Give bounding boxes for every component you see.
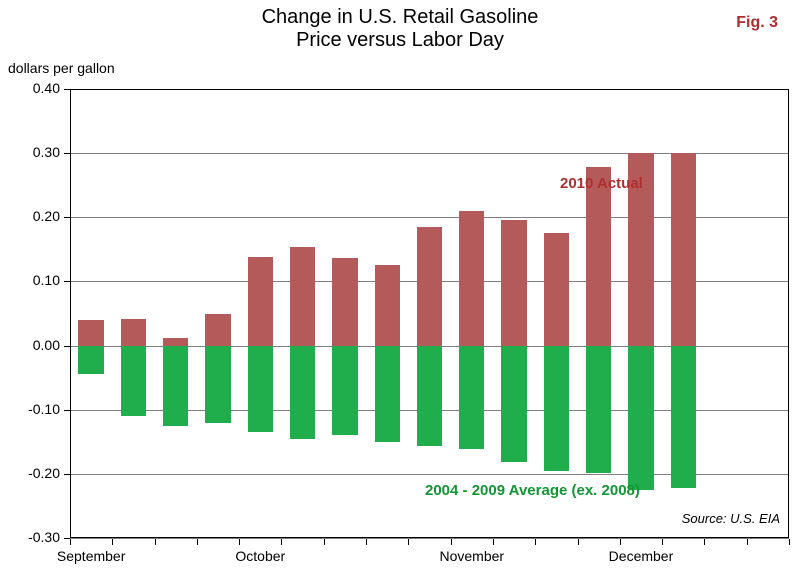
gridline (70, 538, 789, 539)
x-tick-mark (789, 539, 790, 545)
bar-2010 (248, 257, 273, 346)
bar-avg (544, 346, 569, 471)
bar-2010 (121, 319, 146, 346)
bar-avg (290, 346, 315, 439)
bar-avg (417, 346, 442, 447)
x-tick-mark (281, 539, 282, 545)
figure-label: Fig. 3 (736, 14, 778, 32)
y-tick-label: -0.20 (0, 465, 60, 481)
y-tick-label: 0.10 (0, 272, 60, 288)
x-tick-mark (662, 539, 663, 545)
y-tick-label: 0.00 (0, 337, 60, 353)
x-tick-mark (578, 539, 579, 545)
x-tick-mark (747, 539, 748, 545)
bar-avg (78, 346, 103, 375)
bar-2010 (375, 265, 400, 345)
y-axis-label: dollars per gallon (8, 60, 115, 76)
bar-avg (375, 346, 400, 442)
x-tick-label: October (200, 548, 320, 564)
x-tick-mark (493, 539, 494, 545)
source-label: Source: U.S. EIA (682, 511, 780, 526)
bar-avg (163, 346, 188, 426)
bar-avg (248, 346, 273, 433)
bar-avg (205, 346, 230, 423)
chart-title: Change in U.S. Retail Gasoline Price ver… (200, 6, 600, 52)
y-tick-label: 0.30 (0, 144, 60, 160)
bar-avg (586, 346, 611, 473)
x-tick-mark (155, 539, 156, 545)
y-tick-label: -0.10 (0, 401, 60, 417)
x-tick-mark (620, 539, 621, 545)
x-tick-mark (70, 539, 71, 545)
bar-avg (628, 346, 653, 490)
y-tick-label: 0.40 (0, 80, 60, 96)
x-tick-mark (704, 539, 705, 545)
x-tick-mark (197, 539, 198, 545)
series-label-avg: 2004 - 2009 Average (ex. 2008) (425, 482, 640, 499)
x-tick-mark (239, 539, 240, 545)
bar-2010 (459, 211, 484, 346)
x-tick-mark (324, 539, 325, 545)
series-label-2010: 2010 Actual (560, 175, 643, 192)
x-tick-mark (535, 539, 536, 545)
bar-2010 (78, 320, 103, 346)
bar-2010 (205, 314, 230, 346)
y-tick-label: -0.30 (0, 529, 60, 545)
bar-2010 (163, 338, 188, 346)
y-tick-label: 0.20 (0, 208, 60, 224)
x-tick-label: November (412, 548, 532, 564)
x-tick-mark (366, 539, 367, 545)
bar-avg (671, 346, 696, 488)
x-tick-mark (451, 539, 452, 545)
bar-avg (501, 346, 526, 463)
bar-2010 (501, 220, 526, 345)
x-tick-mark (112, 539, 113, 545)
x-tick-label: September (31, 548, 151, 564)
bar-avg (459, 346, 484, 450)
bar-2010 (417, 227, 442, 346)
bar-2010 (290, 247, 315, 345)
bar-2010 (544, 233, 569, 345)
bar-avg (332, 346, 357, 436)
bar-2010 (332, 258, 357, 346)
bar-2010 (671, 153, 696, 345)
bar-avg (121, 346, 146, 417)
bar-2010 (586, 167, 611, 345)
x-tick-label: December (581, 548, 701, 564)
x-tick-mark (408, 539, 409, 545)
